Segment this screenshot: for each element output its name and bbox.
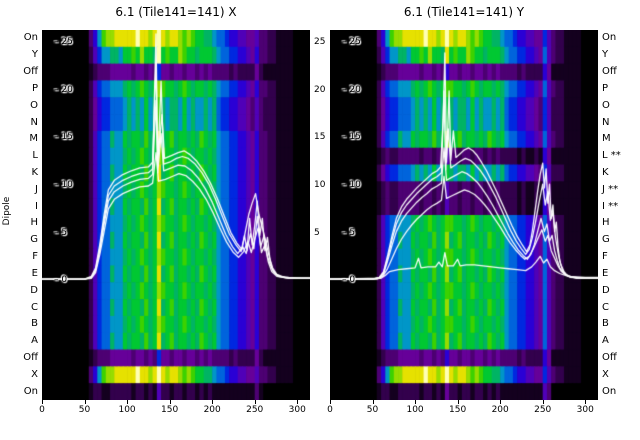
dipole-row-label: A [31, 335, 38, 347]
overlay-y-tick-label: – 0 [54, 275, 68, 286]
dipole-row-label: E [31, 267, 38, 279]
dipole-row-label: Off [602, 66, 617, 78]
x-tick-mark [330, 400, 331, 404]
dipole-row-label: Off [23, 66, 38, 78]
dipole-row-label: E [602, 267, 609, 279]
dipole-row-label: A [602, 335, 609, 347]
heatmap-canvas-y-pol [330, 30, 598, 400]
x-tick-mark [84, 400, 86, 404]
x-tick-mark [297, 400, 299, 404]
plot-title-y-pol: 6.1 (Tile141=141) Y [403, 5, 525, 19]
dipole-row-label: K [602, 166, 609, 178]
dipole-row-label: Off [23, 351, 38, 363]
dipole-row-label: On [23, 385, 38, 397]
dipole-row-label: O [30, 99, 38, 111]
dipole-row-label: L [32, 150, 38, 162]
x-tick-mark [415, 400, 417, 404]
x-tick-mark [542, 400, 544, 404]
dipole-row-label: I ** [602, 200, 619, 212]
dipole-row-label: Y [31, 49, 38, 61]
dipole-row-label: H [602, 217, 610, 229]
x-tick-label: 250 [534, 405, 552, 415]
overlay-y-tick-label-right: 20 [314, 84, 326, 95]
dipole-row-label: N [30, 116, 38, 128]
x-tick-label: 0 [327, 405, 333, 415]
overlay-y-tick-label: – 15 [342, 132, 361, 143]
x-tick-label: 100 [406, 405, 424, 415]
overlay-y-tick-label: – 15 [54, 132, 73, 143]
dipole-row-label: B [602, 318, 609, 330]
dipole-row-label: P [31, 82, 38, 94]
overlay-y-tick-label-right: 10 [314, 179, 326, 190]
dipole-row-label: D [602, 284, 610, 296]
x-tick-label: 50 [366, 405, 379, 415]
dipole-row-label: L ** [602, 150, 621, 162]
dipole-row-label: B [31, 318, 38, 330]
x-tick-label: 300 [288, 405, 306, 415]
overlay-y-tick-label: – 10 [342, 179, 361, 190]
dipole-row-label: N [602, 116, 610, 128]
dipole-row-label: F [602, 251, 608, 263]
overlay-y-tick-label: – 25 [54, 37, 73, 48]
overlay-y-tick-label: – 5 [342, 227, 356, 238]
overlay-y-tick-label: – 25 [342, 37, 361, 48]
dipole-row-label: On [23, 32, 38, 44]
dipole-row-label: M [29, 133, 38, 145]
x-tick-mark [127, 400, 129, 404]
dipole-row-label: On [602, 385, 617, 397]
overlay-y-tick-label: – 0 [342, 275, 356, 286]
x-tick-mark [500, 400, 502, 404]
x-tick-label: 100 [118, 405, 136, 415]
heatmap-canvas-x-pol [42, 30, 310, 400]
dipole-row-label: Off [602, 351, 617, 363]
dipole-row-label: I [35, 200, 38, 212]
dipole-row-label: O [602, 99, 610, 111]
dipole-row-label: On [602, 32, 617, 44]
dipole-row-label: M [602, 133, 611, 145]
dipole-row-label: H [30, 217, 38, 229]
x-tick-label: 50 [78, 405, 91, 415]
overlay-y-tick-label: – 20 [54, 84, 73, 95]
dipole-row-label: X [31, 368, 38, 380]
dipole-row-label: Y [602, 49, 609, 61]
plot-title-x-pol: 6.1 (Tile141=141) X [115, 5, 237, 19]
x-tick-label: 150 [449, 405, 467, 415]
x-tick-label: 200 [203, 405, 221, 415]
overlay-y-tick-label: – 5 [54, 227, 68, 238]
x-tick-mark [372, 400, 374, 404]
x-tick-mark [42, 400, 43, 404]
dipole-row-label: J ** [602, 183, 619, 195]
x-tick-label: 200 [491, 405, 509, 415]
x-tick-mark [585, 400, 587, 404]
overlay-y-tick-label-right: 25 [314, 37, 326, 48]
dipole-row-label: G [602, 234, 610, 246]
x-tick-mark [169, 400, 171, 404]
dipole-row-label: D [30, 284, 38, 296]
x-tick-label: 250 [246, 405, 264, 415]
x-tick-mark [457, 400, 459, 404]
dipole-row-label: G [30, 234, 38, 246]
overlay-y-tick-label-right: 5 [314, 227, 320, 238]
overlay-y-tick-label-right: 15 [314, 132, 326, 143]
dipole-row-label: P [602, 82, 609, 94]
x-tick-label: 150 [161, 405, 179, 415]
x-tick-mark [212, 400, 214, 404]
dipole-row-label: C [31, 301, 38, 313]
overlay-y-tick-label: – 10 [54, 179, 73, 190]
x-tick-label: 0 [39, 405, 45, 415]
dipole-row-label: X [602, 368, 609, 380]
x-tick-mark [254, 400, 256, 404]
dipole-row-label: K [31, 166, 38, 178]
x-tick-label: 300 [576, 405, 594, 415]
overlay-y-tick-label: – 20 [342, 84, 361, 95]
dipole-row-label: F [32, 251, 38, 263]
dipole-row-label: J [35, 183, 38, 195]
dipole-row-label: C [602, 301, 609, 313]
